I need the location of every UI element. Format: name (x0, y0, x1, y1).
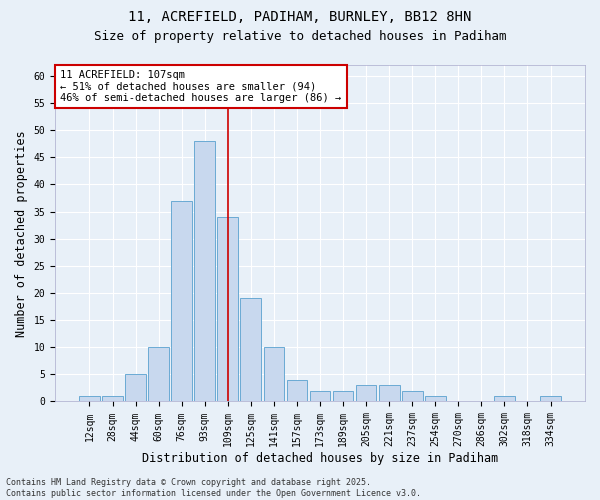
Bar (79, 396, 100, 402)
Y-axis label: Number of detached properties: Number of detached properties (15, 130, 28, 336)
Bar (379, 385, 400, 402)
Bar (263, 347, 284, 402)
Text: Contains HM Land Registry data © Crown copyright and database right 2025.
Contai: Contains HM Land Registry data © Crown c… (6, 478, 421, 498)
Bar (310, 390, 331, 402)
Bar (217, 217, 238, 402)
Bar (402, 390, 422, 402)
Bar (356, 385, 376, 402)
Text: Size of property relative to detached houses in Padiham: Size of property relative to detached ho… (94, 30, 506, 43)
Bar (241, 298, 261, 402)
Bar (287, 380, 307, 402)
Bar (540, 396, 561, 402)
Text: 11, ACREFIELD, PADIHAM, BURNLEY, BB12 8HN: 11, ACREFIELD, PADIHAM, BURNLEY, BB12 8H… (128, 10, 472, 24)
Text: 11 ACREFIELD: 107sqm
← 51% of detached houses are smaller (94)
46% of semi-detac: 11 ACREFIELD: 107sqm ← 51% of detached h… (61, 70, 341, 103)
Bar (172, 200, 192, 402)
Bar (332, 390, 353, 402)
Bar (148, 347, 169, 402)
X-axis label: Distribution of detached houses by size in Padiham: Distribution of detached houses by size … (142, 452, 498, 465)
Bar (125, 374, 146, 402)
Bar (194, 141, 215, 402)
Bar (425, 396, 446, 402)
Bar (494, 396, 515, 402)
Bar (102, 396, 123, 402)
